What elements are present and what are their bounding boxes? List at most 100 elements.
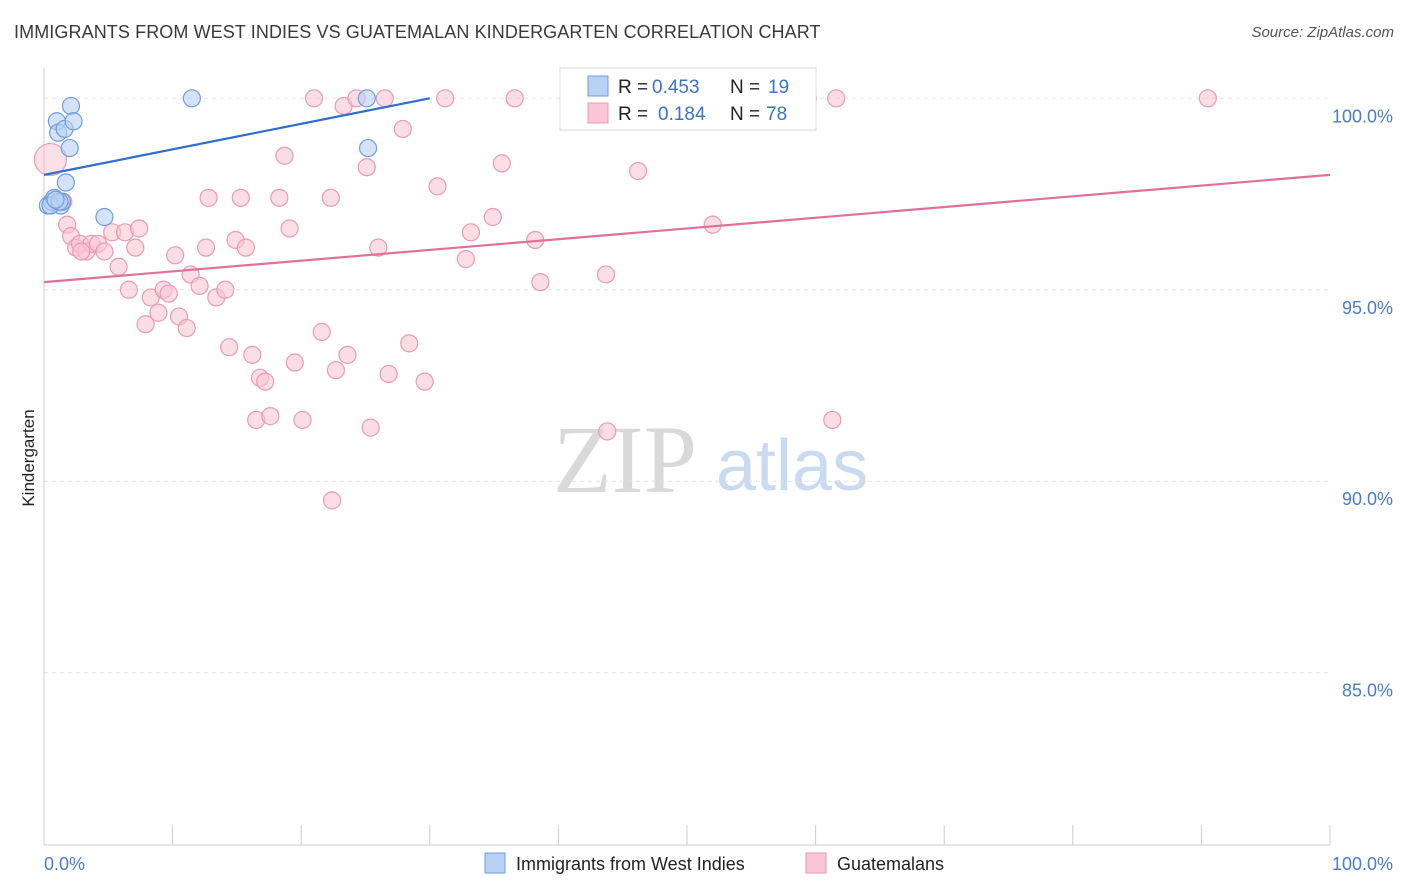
guatemalan-point-70	[629, 161, 648, 181]
guatemalan-point-43	[293, 410, 312, 430]
west-indies-point-8	[56, 173, 75, 192]
x-tick-label-0: 0.0%	[44, 854, 85, 874]
guatemalan-point-15	[130, 219, 149, 238]
y-tick-label-85: 85.0%	[1342, 681, 1393, 701]
guatemalan-point-53	[369, 238, 388, 257]
legend-n-label-2: N =	[730, 104, 760, 125]
series-legend-label-guatemalans: Guatemalans	[837, 854, 944, 874]
guatemalan-point-32	[231, 188, 250, 207]
guatemalan-point-54	[375, 89, 394, 108]
grid-lines	[44, 97, 1330, 674]
y-tick-label-95: 95.0%	[1342, 298, 1393, 318]
west-indies-point-13	[182, 89, 201, 108]
guatemalan-point-71	[703, 215, 722, 234]
west-indies-point-11	[64, 112, 83, 131]
guatemalan-point-13	[119, 280, 138, 299]
guatemalan-point-14	[126, 238, 145, 257]
guatemalan-point-38	[261, 407, 280, 426]
guatemalan-point-26	[196, 238, 216, 257]
guatemalan-point-30	[220, 338, 239, 357]
guatemalan-point-27	[199, 188, 218, 207]
guatemalan-point-49	[338, 345, 357, 364]
guatemalan-point-42	[285, 353, 304, 372]
guatemalan-point-59	[428, 177, 447, 196]
guatemalans-points	[33, 89, 1217, 510]
guatemalan-point-29	[216, 280, 235, 299]
guatemalan-point-75	[1198, 89, 1217, 108]
guatemalan-point-47	[326, 361, 346, 380]
west-indies-point-14	[357, 89, 376, 108]
x-tick-labels: 0.0% 100.0%	[44, 854, 1393, 874]
west-indies-trend-line	[43, 97, 431, 176]
stats-legend: R = 0.453 N = 19 R = 0.184 N = 78	[559, 67, 817, 131]
guatemalan-point-34	[243, 345, 262, 364]
watermark-zip: ZIP	[553, 406, 697, 513]
guatemalan-point-63	[483, 207, 502, 227]
guatemalan-point-33	[236, 238, 256, 257]
legend-r-label-1: R =	[618, 77, 648, 98]
guatemalan-point-25	[190, 276, 209, 296]
y-tick-label-100: 100.0%	[1332, 106, 1393, 126]
y-tick-label-90: 90.0%	[1342, 489, 1393, 509]
guatemalan-point-65	[505, 89, 524, 108]
guatemalan-point-23	[177, 318, 196, 338]
guatemalan-point-52	[361, 418, 380, 437]
legend-n-value-2: 78	[766, 104, 787, 125]
guatemalan-point-11	[109, 257, 128, 276]
legend-n-label-1: N =	[730, 77, 760, 98]
guatemalan-point-9	[95, 242, 114, 261]
guatemalan-point-76	[322, 491, 342, 510]
guatemalan-point-64	[492, 154, 511, 173]
legend-n-value-1: 19	[768, 77, 789, 98]
legend-r-value-2: 0.184	[658, 104, 706, 125]
guatemalan-point-37	[256, 372, 275, 391]
guatemalan-point-44	[304, 89, 324, 108]
guatemalan-point-40	[275, 146, 294, 165]
y-axis-label: Kindergarten	[19, 409, 38, 506]
guatemalan-point-61	[456, 250, 475, 269]
guatemalan-point-57	[400, 334, 419, 353]
guatemalan-point-21	[166, 246, 185, 265]
west-indies-points	[38, 89, 378, 227]
series-legend-swatch-blue	[484, 852, 506, 874]
west-indies-point-10	[61, 96, 81, 116]
guatemalan-trend-line	[43, 173, 1331, 284]
guatemalan-point-56	[393, 119, 412, 139]
guatemalan-point-51	[357, 158, 376, 177]
series-legend-swatch-pink	[805, 852, 827, 874]
guatemalan-point-58	[415, 372, 434, 391]
west-indies-point-9	[60, 138, 79, 158]
guatemalan-point-68	[596, 265, 616, 284]
legend-r-value-1: 0.453	[652, 77, 700, 98]
legend-swatch-pink	[587, 102, 609, 124]
west-indies-point-15	[358, 138, 378, 158]
guatemalan-point-62	[461, 223, 481, 242]
guatemalan-point-39	[270, 188, 289, 207]
guatemalan-point-69	[598, 422, 617, 441]
source-label: Source: ZipAtlas.com	[1251, 24, 1394, 41]
legend-r-label-2: R =	[618, 104, 648, 125]
guatemalan-point-73	[827, 89, 846, 108]
series-legend: Immigrants from West Indies Guatemalans	[484, 852, 944, 874]
guatemalan-point-67	[531, 272, 550, 292]
guatemalan-point-45	[312, 322, 331, 341]
guatemalan-point-41	[280, 219, 299, 238]
guatemalan-point-16	[136, 315, 155, 334]
west-indies-point-12	[95, 207, 114, 227]
guatemalan-point-74	[823, 410, 842, 430]
series-legend-label-west-indies: Immigrants from West Indies	[516, 854, 745, 874]
guatemalan-point-60	[436, 89, 455, 108]
guatemalan-point-77	[72, 242, 91, 261]
y-tick-labels: 85.0% 90.0% 95.0% 100.0%	[1332, 106, 1393, 700]
guatemalan-point-55	[379, 364, 398, 384]
x-tick-label-100: 100.0%	[1332, 854, 1393, 874]
chart-title: IMMIGRANTS FROM WEST INDIES VS GUATEMALA…	[14, 22, 821, 42]
guatemalan-point-20	[159, 284, 178, 303]
guatemalan-point-46	[321, 188, 340, 207]
guatemalan-point-0	[33, 142, 68, 177]
legend-swatch-blue	[587, 75, 609, 97]
watermark-atlas: atlas	[716, 426, 868, 506]
guatemalan-point-18	[149, 303, 168, 322]
trend-lines	[43, 97, 1331, 284]
